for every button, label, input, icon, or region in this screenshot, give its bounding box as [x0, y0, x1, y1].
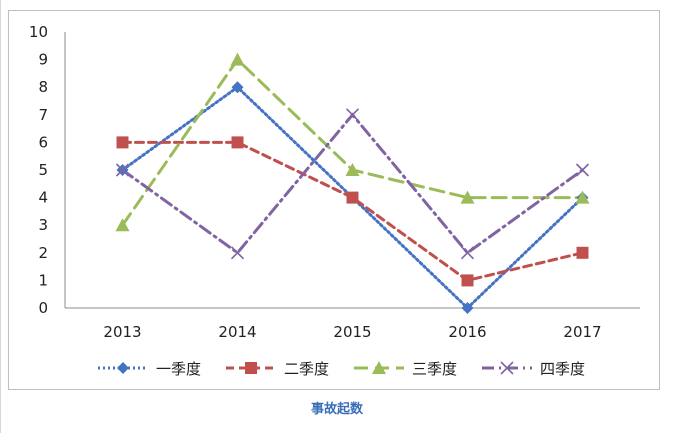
- data-point: [575, 190, 590, 204]
- legend-marker: [245, 362, 257, 374]
- legend-label: 四季度: [540, 360, 585, 378]
- y-tick-label: 8: [38, 78, 48, 96]
- x-axis-ticks: 2013 2014 2015 2016 2017: [103, 323, 601, 341]
- page-left-border: [0, 0, 1, 433]
- chart-axes: [64, 32, 640, 309]
- chart-caption: 事故起数: [310, 402, 363, 417]
- legend-item: 三季度: [354, 360, 457, 378]
- x-tick-label: 2013: [103, 323, 141, 341]
- data-point: [230, 52, 245, 66]
- y-tick-label: 6: [38, 133, 48, 151]
- y-tick-label: 0: [38, 299, 48, 317]
- data-point: [115, 218, 130, 232]
- y-tick-label: 1: [38, 271, 48, 289]
- x-tick-label: 2015: [333, 323, 371, 341]
- data-point: [460, 246, 475, 260]
- y-tick-label: 3: [38, 216, 48, 234]
- data-point: [461, 274, 474, 287]
- y-tick-label: 9: [38, 51, 48, 69]
- data-point: [460, 190, 475, 204]
- legend-marker: [117, 362, 129, 374]
- y-tick-label: 5: [38, 161, 48, 179]
- series-line-4: [121, 112, 584, 255]
- data-point: [115, 163, 130, 177]
- data-point: [231, 136, 244, 149]
- chart-frame: [8, 10, 660, 390]
- data-point: [346, 191, 359, 204]
- data-point: [345, 163, 360, 176]
- line-chart: 0 1 2 3 4 5 6 7 8 9 10 2013 2014 2015 2016 2017 一季度 二季度…: [29, 23, 640, 378]
- y-tick-label: 4: [38, 189, 48, 207]
- x-tick-label: 2014: [218, 323, 256, 341]
- legend-item: 一季度: [98, 360, 201, 378]
- series-lines: [121, 57, 584, 311]
- data-point: [231, 81, 244, 94]
- legend-label: 一季度: [156, 360, 201, 378]
- y-tick-label: 7: [38, 106, 48, 124]
- series-markers: [115, 52, 590, 314]
- data-point: [230, 246, 245, 260]
- x-tick-label: 2017: [563, 323, 601, 341]
- legend-marker: [500, 361, 514, 375]
- chart-legend: 一季度 二季度 三季度 四季度: [98, 360, 585, 378]
- legend-label: 三季度: [412, 360, 457, 378]
- y-axis-ticks: 0 1 2 3 4 5 6 7 8 9 10: [29, 23, 48, 317]
- data-point: [576, 246, 589, 259]
- x-tick-label: 2016: [448, 323, 486, 341]
- legend-item: 二季度: [226, 360, 329, 378]
- y-tick-label: 10: [29, 23, 48, 41]
- data-point: [345, 108, 360, 122]
- legend-label: 二季度: [284, 360, 329, 378]
- legend-marker: [372, 361, 386, 374]
- legend-item: 四季度: [482, 360, 585, 378]
- data-point: [461, 302, 474, 314]
- data-point: [575, 163, 590, 177]
- y-tick-label: 2: [38, 244, 48, 262]
- data-point: [116, 136, 129, 149]
